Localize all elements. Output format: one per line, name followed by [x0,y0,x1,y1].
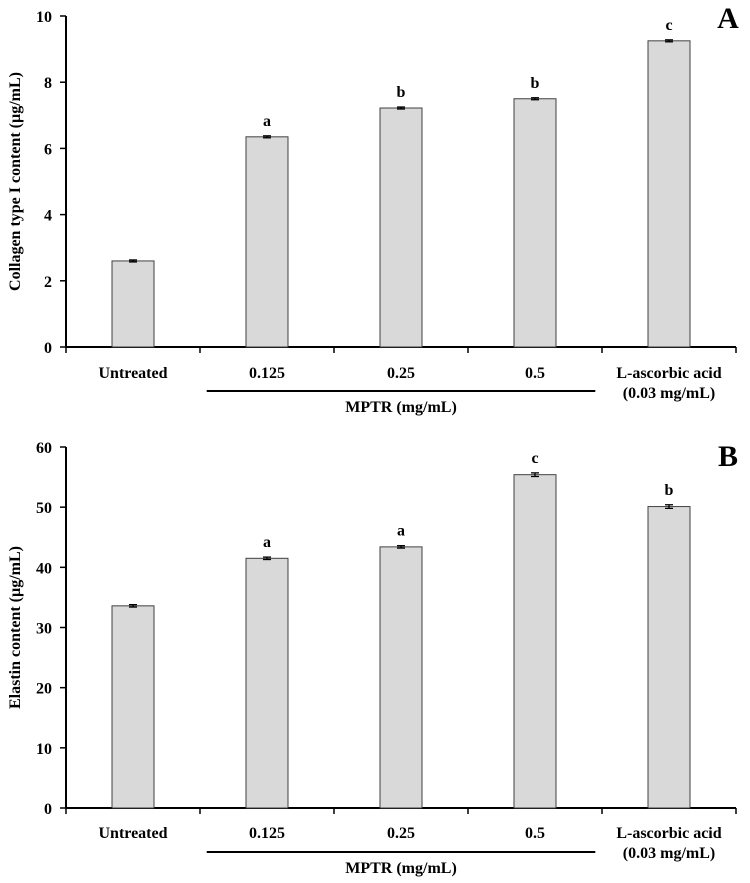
y-tick-label: 0 [44,801,52,818]
panel-label: B [718,440,738,473]
bar [111,605,155,809]
bar [647,40,691,348]
bar [245,136,289,348]
y-tick-label: 6 [44,141,52,158]
significance-letter: b [397,84,406,101]
x-category-label: 0.25 [387,825,415,842]
panel-label: A [717,2,739,35]
bar [379,107,423,348]
x-category-label: L-ascorbic acid (0.03 mg/mL) [616,825,721,862]
significance-letter: b [531,75,540,92]
y-tick-label: 10 [36,741,52,758]
significance-letter: a [263,534,271,551]
y-tick-label: 40 [36,560,52,577]
significance-letter: a [263,113,271,130]
bar [513,98,557,348]
group-label: MPTR (mg/mL) [345,399,457,416]
significance-letter: c [531,450,538,467]
significance-letter: a [397,523,405,540]
y-tick-label: 2 [44,274,52,291]
bar [111,260,155,348]
y-axis-title: Collagen type I content (µg/mL) [7,72,24,291]
y-tick-label: 60 [36,440,52,457]
x-category-label: 0.25 [387,365,415,382]
y-axis-title: Elastin content (µg/mL) [7,546,24,709]
x-category-label: Untreated [98,365,167,382]
bar [245,557,289,809]
y-tick-label: 50 [36,500,52,517]
y-tick-label: 20 [36,681,52,698]
bar [379,546,423,809]
y-tick-label: 30 [36,621,52,638]
x-category-label: Untreated [98,825,167,842]
significance-letter: c [665,17,672,34]
x-category-label: 0.125 [249,365,285,382]
x-category-label: 0.5 [525,365,545,382]
bar [647,506,691,809]
bar [513,474,557,809]
x-category-label: 0.125 [249,825,285,842]
y-tick-label: 8 [44,75,52,92]
significance-letter: b [665,482,674,499]
y-tick-label: 4 [44,208,52,225]
y-tick-label: 0 [44,340,52,357]
x-category-label: 0.5 [525,825,545,842]
group-label: MPTR (mg/mL) [345,860,457,877]
x-category-label: L-ascorbic acid (0.03 mg/mL) [616,365,721,402]
y-tick-label: 10 [36,9,52,26]
